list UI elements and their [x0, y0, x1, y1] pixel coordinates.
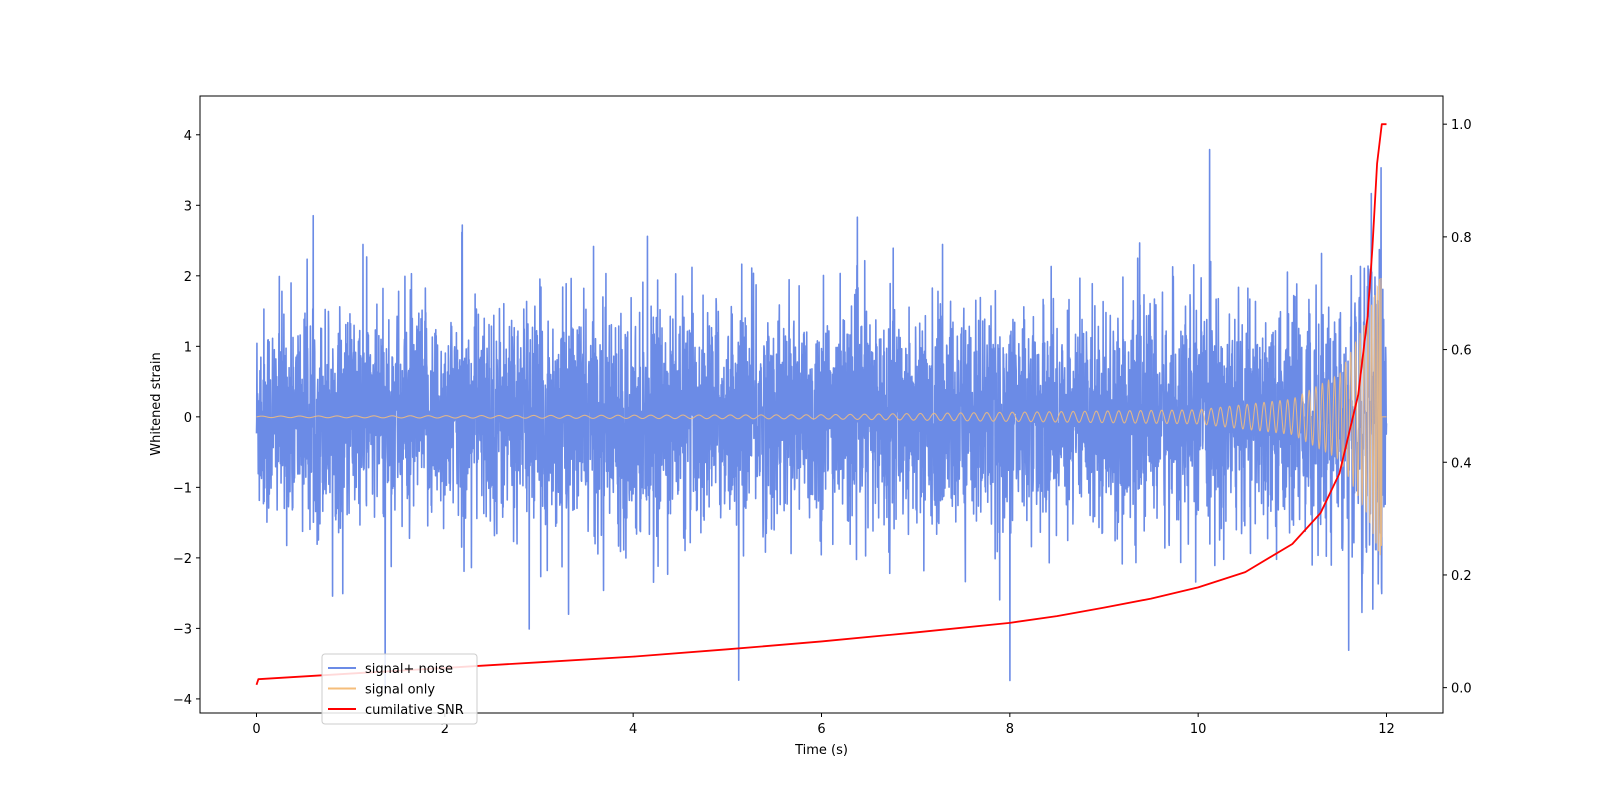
legend-label: signal only	[365, 683, 435, 698]
x-tick-label: 10	[1190, 722, 1207, 737]
x-tick-label: 8	[1006, 722, 1014, 737]
y-tick-label: 3	[184, 199, 192, 214]
series-layer	[255, 123, 1388, 693]
y-tick-label: −4	[173, 693, 192, 708]
legend: signal+ noise signal only cumilative SNR	[321, 653, 478, 725]
y-tick-label: 0	[184, 411, 192, 426]
x-tick-label: 0	[252, 722, 260, 737]
y-tick-label: −2	[173, 552, 192, 567]
legend-label: cumilative SNR	[365, 703, 464, 718]
legend-box	[321, 653, 478, 725]
y-tick-label: 1	[184, 340, 192, 355]
y-tick-label: 4	[184, 129, 192, 144]
y2-tick-label: 0.8	[1451, 231, 1472, 246]
signal-only-line	[256, 278, 1387, 556]
cumulative-snr-line	[255, 123, 1387, 686]
x-tick-label: 12	[1378, 722, 1395, 737]
y2-tick-label: 1.0	[1451, 118, 1472, 133]
y2-tick-label: 0.6	[1451, 344, 1472, 359]
y2-tick-label: 0.2	[1451, 569, 1472, 584]
y2-tick-label: 0.0	[1451, 682, 1472, 697]
y-tick-label: 2	[184, 270, 192, 285]
x-axis-label: Time (s)	[794, 743, 848, 758]
x-tick-label: 6	[817, 722, 825, 737]
signal-plus-noise-line	[255, 148, 1388, 693]
y-tick-label: −3	[173, 622, 192, 637]
y-axis-label: Whitened strain	[149, 352, 164, 455]
legend-label: signal+ noise	[365, 662, 453, 677]
x-tick-label: 4	[629, 722, 637, 737]
x-tick-label: 2	[441, 722, 449, 737]
y2-tick-label: 0.4	[1451, 456, 1472, 471]
y-tick-label: −1	[173, 481, 192, 496]
